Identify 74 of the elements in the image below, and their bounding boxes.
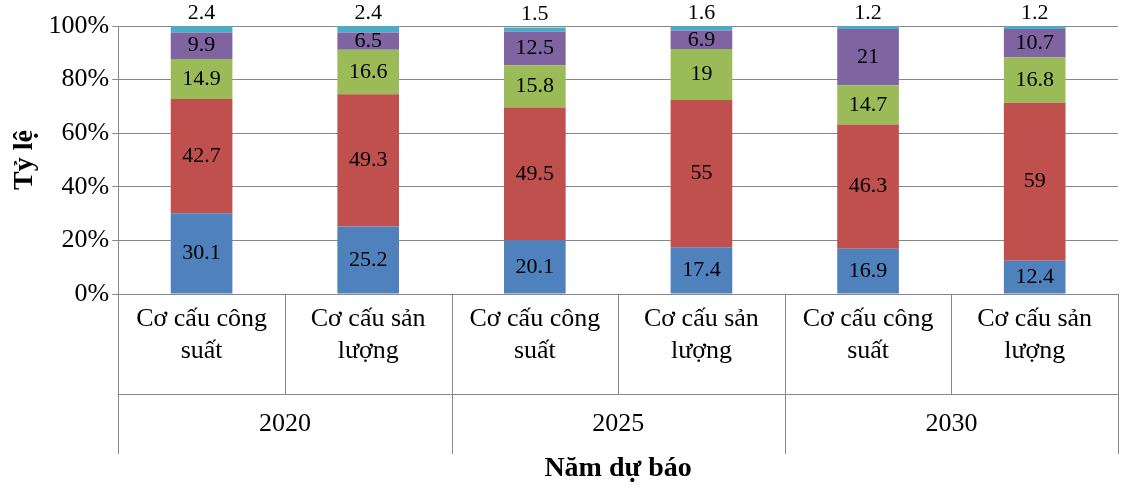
bar [337, 26, 400, 33]
bar [1003, 260, 1066, 294]
bar [503, 240, 566, 294]
bar [170, 58, 233, 99]
data-label: 1.6 [687, 0, 716, 25]
bar [337, 226, 400, 294]
data-label: 1.2 [1020, 0, 1049, 24]
y-tick-label: 60% [61, 117, 110, 147]
text: 2020 [258, 407, 311, 437]
bar [670, 99, 733, 248]
data-label: 2.4 [354, 0, 382, 24]
data-label: 16.9 [848, 256, 888, 282]
x-tick-label: Cơ cấu sản lượng [310, 303, 426, 364]
data-label: 42.7 [182, 141, 221, 167]
bar [337, 94, 400, 227]
data-label: 12.5 [515, 34, 555, 60]
bar [1003, 57, 1066, 103]
x-tick-label: Cơ cấu công suất [802, 303, 934, 364]
data-label: 14.9 [182, 64, 221, 90]
y-tick-label: 100% [48, 9, 110, 39]
data-label: 12.4 [1015, 262, 1054, 288]
bar [837, 85, 899, 125]
bar [670, 49, 733, 100]
data-label: 49.3 [348, 146, 388, 172]
data-label: 46.3 [848, 172, 888, 198]
data-label: 1.2 [854, 0, 882, 24]
bar [1003, 28, 1066, 58]
bar [837, 26, 899, 29]
data-label: 49.5 [515, 159, 555, 185]
data-label: 2.4 [187, 0, 216, 24]
data-label: 14.7 [848, 90, 888, 116]
bar [670, 247, 733, 294]
bar [503, 27, 566, 32]
bar [170, 213, 233, 294]
y-tick-label: 20% [61, 224, 110, 254]
bar [170, 98, 233, 214]
data-label: 9.9 [187, 31, 216, 57]
y-tick-label: 80% [61, 63, 110, 93]
bar [170, 26, 233, 33]
bar [170, 32, 233, 59]
data-label: 16.6 [348, 57, 388, 83]
data-label: 16.8 [1015, 65, 1054, 91]
bar [670, 26, 733, 31]
bar [503, 65, 566, 108]
y-axis-title: Tỷ lệ [7, 130, 39, 190]
x-tick-label: Cơ cấu sản lượng [644, 303, 759, 364]
bar [837, 248, 899, 294]
bar [1003, 102, 1066, 261]
data-label: 20.1 [515, 252, 555, 278]
data-label: 19 [690, 60, 713, 86]
data-label: 6.9 [687, 25, 716, 51]
data-label: 55 [690, 159, 713, 185]
text: 2025 [592, 407, 645, 437]
y-tick-label: 40% [61, 170, 110, 200]
data-label: 6.5 [354, 26, 382, 52]
bar [503, 107, 566, 241]
data-label: 25.2 [348, 245, 388, 271]
text: 2030 [925, 407, 978, 437]
data-label: 59 [1023, 167, 1046, 193]
x-tick-label: Cơ cấu công suất [469, 303, 601, 364]
data-label: 15.8 [515, 72, 555, 98]
x-tick-label: Cơ cấu sản lượng [977, 303, 1093, 364]
data-label: 21 [857, 42, 880, 68]
data-label: 30.1 [182, 239, 221, 265]
bar [337, 49, 400, 95]
data-label: 1.5 [521, 0, 549, 26]
data-label: 10.7 [1015, 29, 1054, 55]
x-tick-label: Cơ cấu công suất [136, 303, 267, 364]
y-tick-label: 0% [74, 277, 110, 307]
bar [837, 28, 899, 86]
bar [1003, 26, 1066, 29]
bar [837, 124, 899, 249]
data-label: 17.4 [682, 256, 721, 282]
x-axis-title: Năm dự báo [544, 451, 692, 483]
